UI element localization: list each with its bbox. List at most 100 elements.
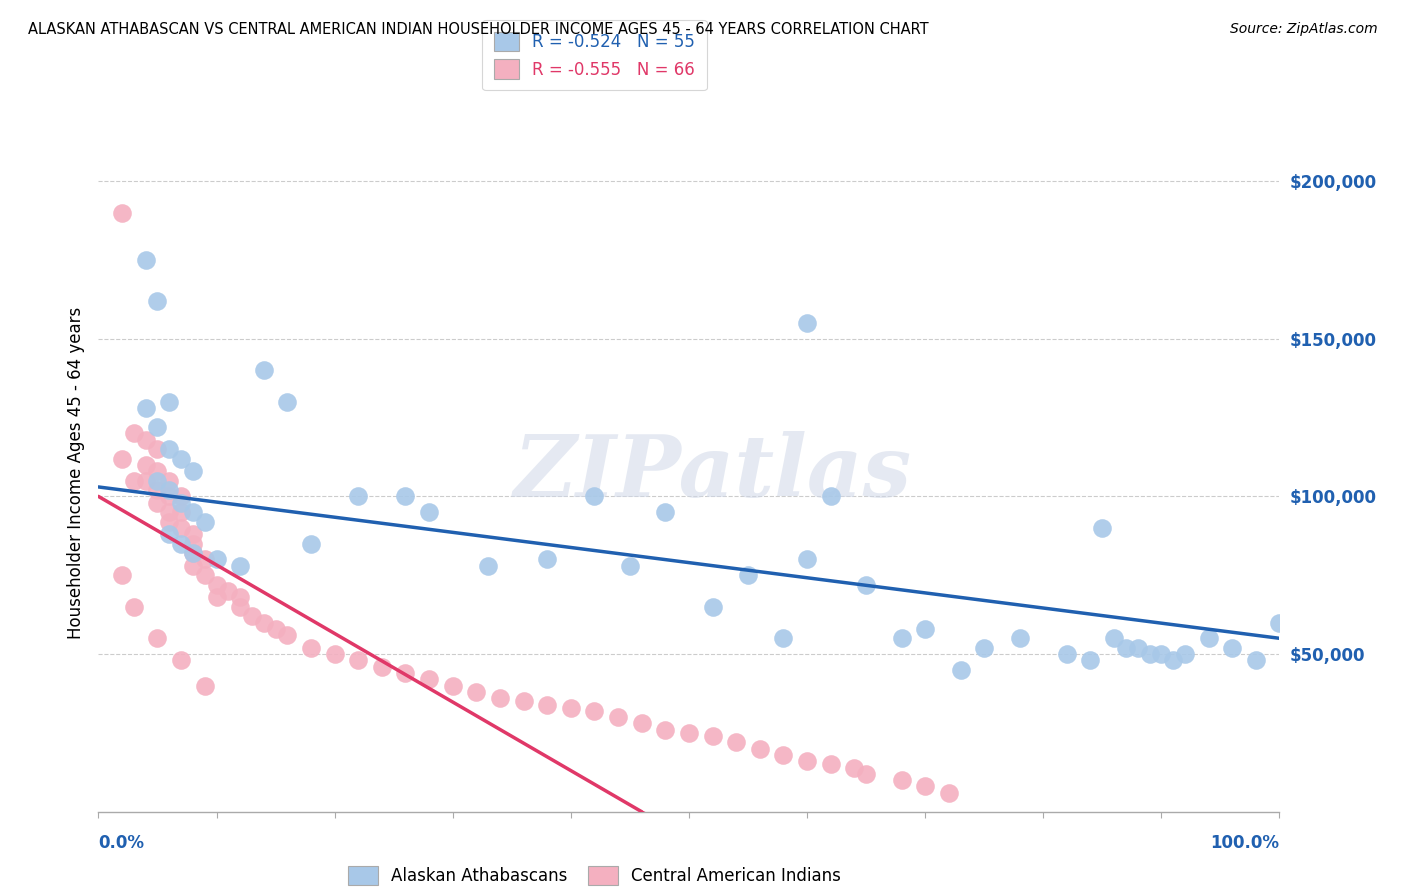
Point — [181, 505, 204, 519]
Point — [1056, 647, 1078, 661]
Point — [157, 474, 180, 488]
Point — [122, 474, 145, 488]
Point — [217, 584, 239, 599]
Point — [418, 673, 440, 687]
Text: Source: ZipAtlas.com: Source: ZipAtlas.com — [1230, 22, 1378, 37]
Point — [194, 679, 217, 693]
Point — [1161, 653, 1184, 667]
Point — [725, 735, 748, 749]
Point — [205, 552, 228, 566]
Point — [890, 632, 912, 646]
Point — [122, 599, 145, 614]
Point — [678, 726, 700, 740]
Point — [1174, 647, 1197, 661]
Point — [170, 451, 193, 466]
Point — [229, 558, 252, 573]
Point — [394, 490, 416, 504]
Point — [181, 464, 204, 478]
Point — [914, 622, 936, 636]
Point — [855, 767, 877, 781]
Text: 100.0%: 100.0% — [1211, 834, 1279, 852]
Point — [1080, 653, 1102, 667]
Point — [441, 679, 464, 693]
Point — [157, 394, 180, 409]
Point — [157, 442, 180, 456]
Point — [560, 700, 582, 714]
Point — [181, 537, 204, 551]
Point — [630, 716, 652, 731]
Point — [181, 527, 204, 541]
Text: ALASKAN ATHABASCAN VS CENTRAL AMERICAN INDIAN HOUSEHOLDER INCOME AGES 45 - 64 YE: ALASKAN ATHABASCAN VS CENTRAL AMERICAN I… — [28, 22, 929, 37]
Point — [607, 710, 630, 724]
Point — [1220, 640, 1243, 655]
Point — [748, 741, 770, 756]
Point — [489, 691, 512, 706]
Point — [299, 640, 322, 655]
Point — [146, 293, 169, 308]
Point — [418, 505, 440, 519]
Point — [299, 537, 322, 551]
Point — [855, 577, 877, 591]
Point — [477, 558, 499, 573]
Point — [194, 552, 217, 566]
Legend: Alaskan Athabascans, Central American Indians: Alaskan Athabascans, Central American In… — [342, 859, 848, 891]
Point — [1244, 653, 1267, 667]
Point — [146, 442, 169, 456]
Point — [146, 464, 169, 478]
Point — [512, 694, 534, 708]
Point — [157, 515, 180, 529]
Point — [205, 577, 228, 591]
Point — [796, 754, 818, 768]
Point — [914, 780, 936, 794]
Point — [181, 546, 204, 560]
Point — [146, 420, 169, 434]
Point — [170, 653, 193, 667]
Point — [157, 505, 180, 519]
Point — [135, 401, 157, 416]
Point — [170, 521, 193, 535]
Point — [146, 632, 169, 646]
Point — [1198, 632, 1220, 646]
Point — [157, 527, 180, 541]
Point — [702, 599, 724, 614]
Point — [157, 490, 180, 504]
Point — [973, 640, 995, 655]
Point — [111, 568, 134, 582]
Point — [323, 647, 346, 661]
Point — [181, 546, 204, 560]
Point — [194, 515, 217, 529]
Point — [1091, 521, 1114, 535]
Point — [253, 363, 276, 377]
Point — [135, 458, 157, 472]
Point — [264, 622, 287, 636]
Point — [772, 747, 794, 762]
Point — [111, 451, 134, 466]
Point — [654, 505, 676, 519]
Point — [170, 537, 193, 551]
Point — [583, 704, 606, 718]
Point — [111, 205, 134, 219]
Point — [844, 761, 866, 775]
Point — [135, 474, 157, 488]
Point — [619, 558, 641, 573]
Point — [465, 685, 488, 699]
Point — [1115, 640, 1137, 655]
Point — [194, 568, 217, 582]
Point — [583, 490, 606, 504]
Point — [229, 599, 252, 614]
Point — [276, 394, 298, 409]
Point — [371, 659, 394, 673]
Point — [135, 433, 157, 447]
Point — [820, 490, 842, 504]
Point — [1102, 632, 1125, 646]
Point — [1008, 632, 1031, 646]
Point — [394, 665, 416, 680]
Point — [347, 490, 370, 504]
Point — [1139, 647, 1161, 661]
Point — [772, 632, 794, 646]
Point — [205, 591, 228, 605]
Point — [157, 483, 180, 497]
Point — [240, 609, 263, 624]
Point — [1126, 640, 1149, 655]
Point — [146, 474, 169, 488]
